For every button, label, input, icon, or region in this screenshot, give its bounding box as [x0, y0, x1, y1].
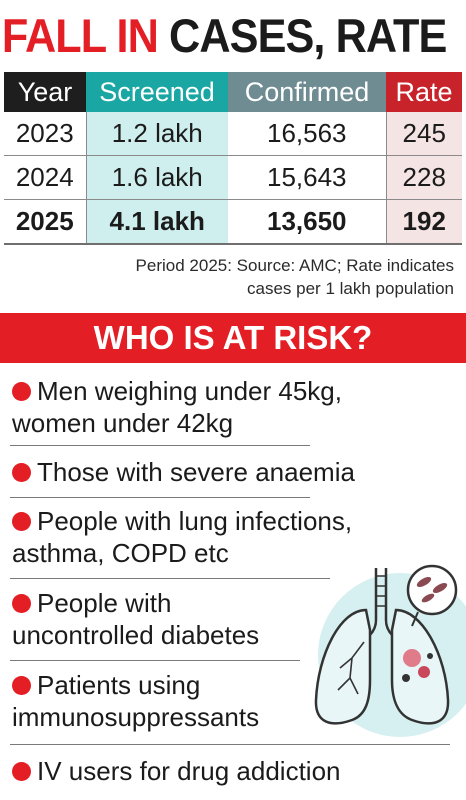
list-item-text: IV users for drug addiction [37, 756, 341, 786]
table-header-row: Year Screened Confirmed Rate [4, 72, 462, 112]
source-note: Period 2025: Source: AMC; Rate indicates… [0, 254, 466, 300]
table-row: 2023 1.2 lakh 16,563 245 [4, 112, 462, 156]
list-item-text: People with [37, 588, 172, 618]
divider [10, 497, 310, 498]
cell-confirmed: 16,563 [228, 112, 386, 156]
cell-rate: 228 [385, 155, 462, 200]
bullet-icon [12, 675, 31, 695]
risk-heading: WHO IS AT RISK? [0, 313, 466, 363]
list-item: Men weighing under 45kg, women under 42k… [12, 375, 342, 439]
divider [10, 445, 310, 446]
list-item: People with uncontrolled diabetes [12, 587, 259, 651]
page-title: FALL IN CASES, RATE [0, 4, 448, 68]
cell-screened: 4.1 lakh [86, 199, 228, 245]
bullet-icon [12, 593, 31, 613]
cell-screened: 1.6 lakh [86, 155, 228, 200]
header-confirmed: Confirmed [228, 72, 386, 112]
header-year: Year [4, 72, 86, 112]
list-item-text: Men weighing under 45kg, [37, 376, 342, 406]
bullet-icon [12, 462, 31, 482]
list-item-text: Those with severe anaemia [37, 457, 355, 487]
cell-year: 2025 [4, 199, 87, 245]
cell-rate: 192 [385, 199, 462, 245]
bullet-icon [12, 761, 31, 781]
list-item-text: immunosuppressants [12, 702, 260, 732]
divider [10, 578, 330, 579]
list-item: People with lung infections, asthma, COP… [12, 505, 352, 569]
source-note-line: Period 2025: Source: AMC; Rate indicates [135, 256, 454, 275]
list-item-text: Patients using [37, 670, 201, 700]
title-part-red: FALL IN [1, 9, 159, 62]
cell-year: 2023 [4, 112, 87, 156]
divider [10, 744, 450, 745]
list-item-text: asthma, COPD etc [12, 538, 229, 568]
cell-rate: 245 [385, 112, 462, 156]
divider [10, 660, 300, 661]
bullet-icon [12, 381, 31, 401]
cases-table: Year Screened Confirmed Rate 2023 1.2 la… [4, 72, 462, 245]
lungs-icon [314, 564, 466, 737]
table-row: 2025 4.1 lakh 13,650 192 [4, 199, 462, 245]
risk-list: Men weighing under 45kg, women under 42k… [0, 363, 466, 800]
cell-screened: 1.2 lakh [86, 112, 228, 156]
list-item: Patients using immunosuppressants [12, 669, 259, 733]
list-item-text: uncontrolled diabetes [12, 620, 260, 650]
list-item-text: People with lung infections, [37, 506, 353, 536]
cell-confirmed: 13,650 [228, 199, 386, 245]
bullet-icon [12, 511, 31, 531]
cell-confirmed: 15,643 [228, 155, 386, 200]
title-part-dark: CASES, RATE [169, 9, 447, 62]
list-item-text: women under 42kg [12, 408, 234, 438]
cell-year: 2024 [4, 155, 87, 200]
source-note-line: cases per 1 lakh population [247, 279, 454, 298]
list-item: IV users for drug addiction [12, 755, 341, 787]
header-rate: Rate [386, 72, 462, 112]
list-item: Those with severe anaemia [12, 456, 355, 488]
header-screened: Screened [86, 72, 228, 112]
table-row: 2024 1.6 lakh 15,643 228 [4, 155, 462, 200]
